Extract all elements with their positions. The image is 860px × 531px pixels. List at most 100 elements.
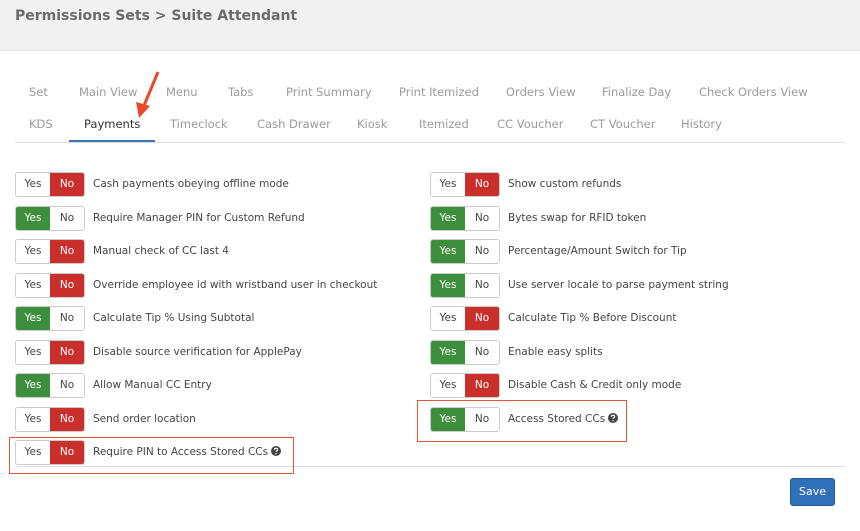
toggle[interactable]: Yes No bbox=[430, 406, 500, 432]
toggle-no[interactable]: No bbox=[465, 374, 499, 397]
toggle-no[interactable]: No bbox=[465, 307, 499, 330]
toggle-yes[interactable]: Yes bbox=[431, 374, 465, 397]
toggle-yes[interactable]: Yes bbox=[16, 206, 50, 230]
toggle-no[interactable]: No bbox=[50, 407, 84, 431]
toggle-no[interactable]: No bbox=[465, 240, 499, 263]
toggle-yes[interactable]: Yes bbox=[431, 206, 465, 230]
tab[interactable]: Payments bbox=[69, 114, 156, 142]
save-button[interactable]: Save bbox=[790, 478, 835, 506]
tab[interactable]: CC Voucher bbox=[497, 117, 564, 131]
setting-label: Show custom refunds bbox=[508, 178, 622, 190]
setting: Calculate Tip % Using Subtotal bbox=[93, 311, 254, 325]
toggle[interactable]: Yes No bbox=[430, 172, 500, 197]
toggle-yes[interactable]: Yes bbox=[16, 273, 50, 297]
setting: Access Stored CCs bbox=[508, 412, 619, 426]
toggle-no[interactable]: No bbox=[465, 173, 499, 196]
tab[interactable]: KDS bbox=[29, 117, 53, 131]
setting-label: Disable Cash & Credit only mode bbox=[508, 379, 682, 391]
tab[interactable]: Finalize Day bbox=[602, 85, 672, 99]
toggle-no[interactable]: No bbox=[50, 273, 84, 297]
tab[interactable]: Orders View bbox=[506, 85, 576, 99]
setting-label: Use server locale to parse payment strin… bbox=[508, 278, 729, 291]
toggle-yes[interactable]: Yes bbox=[431, 340, 465, 364]
tab[interactable]: Menu bbox=[166, 85, 198, 99]
setting: Manual check of CC last 4 bbox=[93, 244, 229, 258]
toggle-no[interactable]: No bbox=[50, 206, 84, 230]
toggle-yes[interactable]: Yes bbox=[16, 374, 50, 397]
tab[interactable]: Print Summary bbox=[286, 85, 372, 99]
setting: Require PIN to Access Stored CCs bbox=[93, 445, 282, 459]
toggle[interactable]: Yes No bbox=[430, 373, 500, 398]
toggle-yes[interactable]: Yes bbox=[16, 307, 50, 330]
setting-label: Bytes swap for RFID token bbox=[508, 211, 647, 224]
tab[interactable]: Print Itemized bbox=[399, 85, 479, 99]
toggle-yes[interactable]: Yes bbox=[431, 307, 465, 330]
toggle-yes[interactable]: Yes bbox=[16, 240, 50, 263]
toggle-yes[interactable]: Yes bbox=[431, 173, 465, 196]
tab[interactable]: Timeclock bbox=[170, 117, 228, 131]
setting-label: Calculate Tip % Before Discount bbox=[508, 312, 677, 324]
setting-label: Calculate Tip % Using Subtotal bbox=[93, 312, 255, 324]
setting-label: Percentage/Amount Switch for Tip bbox=[508, 245, 687, 257]
toggle[interactable]: Yes No bbox=[15, 440, 85, 465]
toggle-no[interactable]: No bbox=[465, 407, 499, 431]
toggle[interactable]: Yes No bbox=[430, 205, 500, 231]
toggle[interactable]: Yes No bbox=[15, 373, 85, 398]
toggle[interactable]: Yes No bbox=[15, 339, 85, 365]
tab[interactable]: Set bbox=[29, 85, 48, 99]
help-icon[interactable] bbox=[271, 446, 282, 456]
page-title: Permissions Sets > Suite Attendant bbox=[15, 8, 298, 24]
toggle-yes[interactable]: Yes bbox=[16, 441, 50, 464]
header bbox=[0, 0, 860, 51]
tab[interactable]: Main View bbox=[79, 85, 138, 99]
toggle[interactable]: Yes No bbox=[430, 239, 500, 264]
toggle-no[interactable]: No bbox=[465, 206, 499, 230]
toggle[interactable]: Yes No bbox=[430, 272, 500, 298]
help-icon[interactable] bbox=[608, 412, 619, 423]
toggle-no[interactable]: No bbox=[465, 340, 499, 364]
toggle-no[interactable]: No bbox=[50, 307, 84, 330]
toggle-yes[interactable]: Yes bbox=[431, 407, 465, 431]
toggle-no[interactable]: No bbox=[50, 173, 84, 196]
setting: Calculate Tip % Before Discount bbox=[508, 311, 676, 325]
toggle-yes[interactable]: Yes bbox=[16, 173, 50, 196]
toggle-no[interactable]: No bbox=[50, 374, 84, 397]
setting-label: Cash payments obeying offline mode bbox=[93, 178, 289, 190]
toggle[interactable]: Yes No bbox=[15, 272, 85, 298]
setting: Require Manager PIN for Custom Refund bbox=[93, 211, 305, 225]
setting: Disable source verification for ApplePay bbox=[93, 345, 302, 359]
toggle-yes[interactable]: Yes bbox=[16, 340, 50, 364]
tab[interactable]: CT Voucher bbox=[590, 117, 656, 131]
toggle-no[interactable]: No bbox=[465, 273, 499, 297]
setting: Use server locale to parse payment strin… bbox=[508, 278, 729, 292]
toggle[interactable]: Yes No bbox=[430, 306, 500, 331]
toggle-yes[interactable]: Yes bbox=[431, 273, 465, 297]
toggle[interactable]: Yes No bbox=[15, 205, 85, 231]
toggle[interactable]: Yes No bbox=[15, 406, 85, 432]
tab[interactable]: Itemized bbox=[419, 117, 469, 131]
toggle[interactable]: Yes No bbox=[15, 306, 85, 331]
setting-label: Access Stored CCs bbox=[508, 412, 606, 425]
setting-label: Allow Manual CC Entry bbox=[93, 379, 212, 391]
setting: Cash payments obeying offline mode bbox=[93, 177, 289, 191]
setting: Show custom refunds bbox=[508, 177, 621, 191]
tab[interactable]: Check Orders View bbox=[699, 85, 808, 99]
toggle[interactable]: Yes No bbox=[430, 339, 500, 365]
toggle-no[interactable]: No bbox=[50, 441, 84, 464]
tab[interactable]: Cash Drawer bbox=[257, 117, 331, 131]
setting: Enable easy splits bbox=[508, 345, 603, 359]
tab[interactable]: Kiosk bbox=[357, 117, 388, 131]
toggle[interactable]: Yes No bbox=[15, 239, 85, 264]
toggle-yes[interactable]: Yes bbox=[431, 240, 465, 263]
tab[interactable]: History bbox=[681, 117, 722, 131]
highlight-box bbox=[417, 400, 627, 442]
annotation-arrow bbox=[136, 71, 160, 118]
tab[interactable]: Tabs bbox=[228, 85, 254, 99]
toggle[interactable]: Yes No bbox=[15, 172, 85, 197]
setting-label: Enable easy splits bbox=[508, 345, 603, 358]
toggle-yes[interactable]: Yes bbox=[16, 407, 50, 431]
setting-label: Override employee id with wristband user… bbox=[93, 278, 378, 291]
toggle-no[interactable]: No bbox=[50, 340, 84, 364]
toggle-no[interactable]: No bbox=[50, 240, 84, 263]
